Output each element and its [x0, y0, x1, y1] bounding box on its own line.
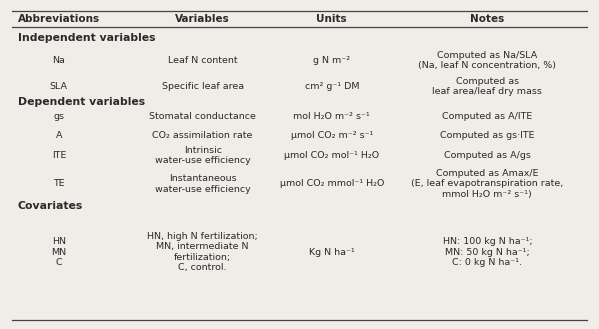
Text: cm² g⁻¹ DM: cm² g⁻¹ DM — [304, 82, 359, 91]
Text: g N m⁻²: g N m⁻² — [313, 56, 350, 65]
Text: μmol CO₂ mmol⁻¹ H₂O: μmol CO₂ mmol⁻¹ H₂O — [280, 179, 384, 188]
Text: Variables: Variables — [176, 14, 230, 24]
Text: Computed as Na/SLA
(Na, leaf N concentration, %): Computed as Na/SLA (Na, leaf N concentra… — [418, 51, 556, 70]
Text: TE: TE — [53, 179, 65, 188]
Text: Na: Na — [52, 56, 65, 65]
Text: Units: Units — [316, 14, 347, 24]
Text: SLA: SLA — [50, 82, 68, 91]
Text: Computed as A/gs: Computed as A/gs — [444, 151, 531, 160]
Text: Covariates: Covariates — [18, 201, 83, 211]
Text: Computed as A/ITE: Computed as A/ITE — [442, 112, 533, 121]
Text: Kg N ha⁻¹: Kg N ha⁻¹ — [309, 248, 355, 257]
Text: gs: gs — [53, 112, 64, 121]
Text: mol H₂O m⁻² s⁻¹: mol H₂O m⁻² s⁻¹ — [294, 112, 370, 121]
Text: HN
MN
C: HN MN C — [52, 237, 66, 267]
Text: HN: 100 kg N ha⁻¹;
MN: 50 kg N ha⁻¹;
C: 0 kg N ha⁻¹.: HN: 100 kg N ha⁻¹; MN: 50 kg N ha⁻¹; C: … — [443, 237, 532, 267]
Text: Stomatal conductance: Stomatal conductance — [149, 112, 256, 121]
Text: Computed as gs·ITE: Computed as gs·ITE — [440, 131, 534, 140]
Text: ITE: ITE — [52, 151, 66, 160]
Text: μmol CO₂ m⁻² s⁻¹: μmol CO₂ m⁻² s⁻¹ — [291, 131, 373, 140]
Text: Computed as Amax/E
(E, leaf evapotranspiration rate,
mmol H₂O m⁻² s⁻¹): Computed as Amax/E (E, leaf evapotranspi… — [412, 169, 564, 199]
Text: Dependent variables: Dependent variables — [18, 97, 145, 107]
Text: μmol CO₂ mol⁻¹ H₂O: μmol CO₂ mol⁻¹ H₂O — [284, 151, 379, 160]
Text: Instantaneous
water-use efficiency: Instantaneous water-use efficiency — [155, 174, 250, 193]
Text: CO₂ assimilation rate: CO₂ assimilation rate — [153, 131, 253, 140]
Text: Intrinsic
water-use efficiency: Intrinsic water-use efficiency — [155, 146, 250, 165]
Text: HN, high N fertilization;
MN, intermediate N
fertilization;
C, control.: HN, high N fertilization; MN, intermedia… — [147, 232, 258, 272]
Text: Specific leaf area: Specific leaf area — [162, 82, 244, 91]
Text: Abbreviations: Abbreviations — [18, 14, 100, 24]
Text: A: A — [56, 131, 62, 140]
Text: Notes: Notes — [470, 14, 504, 24]
Text: Leaf N content: Leaf N content — [168, 56, 237, 65]
Text: Computed as
leaf area/leaf dry mass: Computed as leaf area/leaf dry mass — [432, 77, 542, 96]
Text: Independent variables: Independent variables — [18, 33, 155, 43]
